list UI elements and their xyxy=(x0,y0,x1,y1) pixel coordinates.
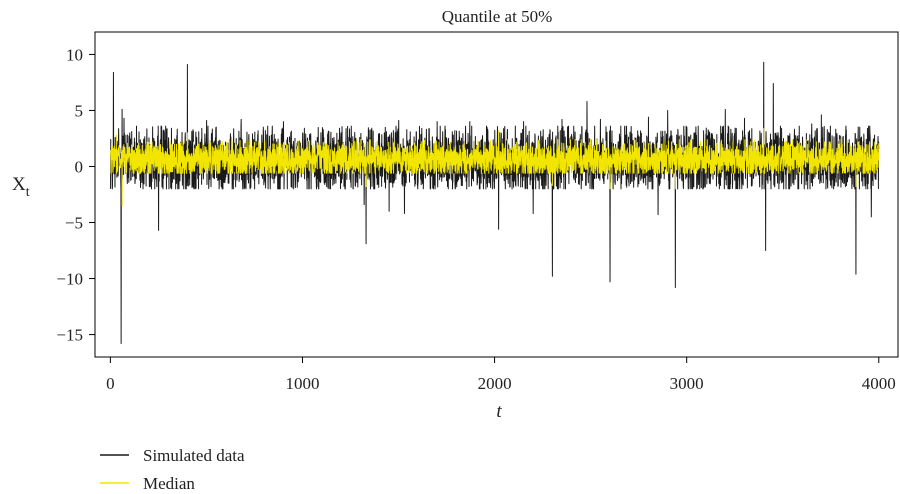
x-tick-label: 0 xyxy=(106,374,115,393)
y-axis-label-sub: t xyxy=(26,185,30,200)
y-tick-label: 5 xyxy=(75,101,84,120)
y-axis-label: Xt xyxy=(12,174,30,200)
legend-label-median: Median xyxy=(143,474,195,493)
y-axis-label-main: X xyxy=(12,174,26,195)
plot-frame xyxy=(94,31,899,358)
y-tick-label: 10 xyxy=(66,45,83,64)
legend-label-simulated: Simulated data xyxy=(143,446,245,465)
y-tick-label: −15 xyxy=(56,326,83,345)
chart-title: Quantile at 50% xyxy=(442,7,552,26)
series-line-median xyxy=(110,127,880,207)
x-tick-label: 4000 xyxy=(862,374,896,393)
x-tick-label: 3000 xyxy=(670,374,704,393)
series-line-simulated-data xyxy=(110,61,880,345)
x-tick-label: 2000 xyxy=(478,374,512,393)
x-tick-label: 1000 xyxy=(285,374,319,393)
x-axis-label: t xyxy=(496,401,502,422)
series-layer xyxy=(110,61,880,345)
y-tick-label: 0 xyxy=(75,157,84,176)
x-axis: 0 1000 2000 3000 4000 xyxy=(106,357,896,393)
y-tick-label: −5 xyxy=(65,214,83,233)
y-axis: 10 5 0 −5 −10 −15 xyxy=(56,45,95,345)
y-tick-label: −10 xyxy=(56,270,83,289)
plot-area xyxy=(110,61,880,345)
legend: Simulated data Median xyxy=(100,446,245,493)
